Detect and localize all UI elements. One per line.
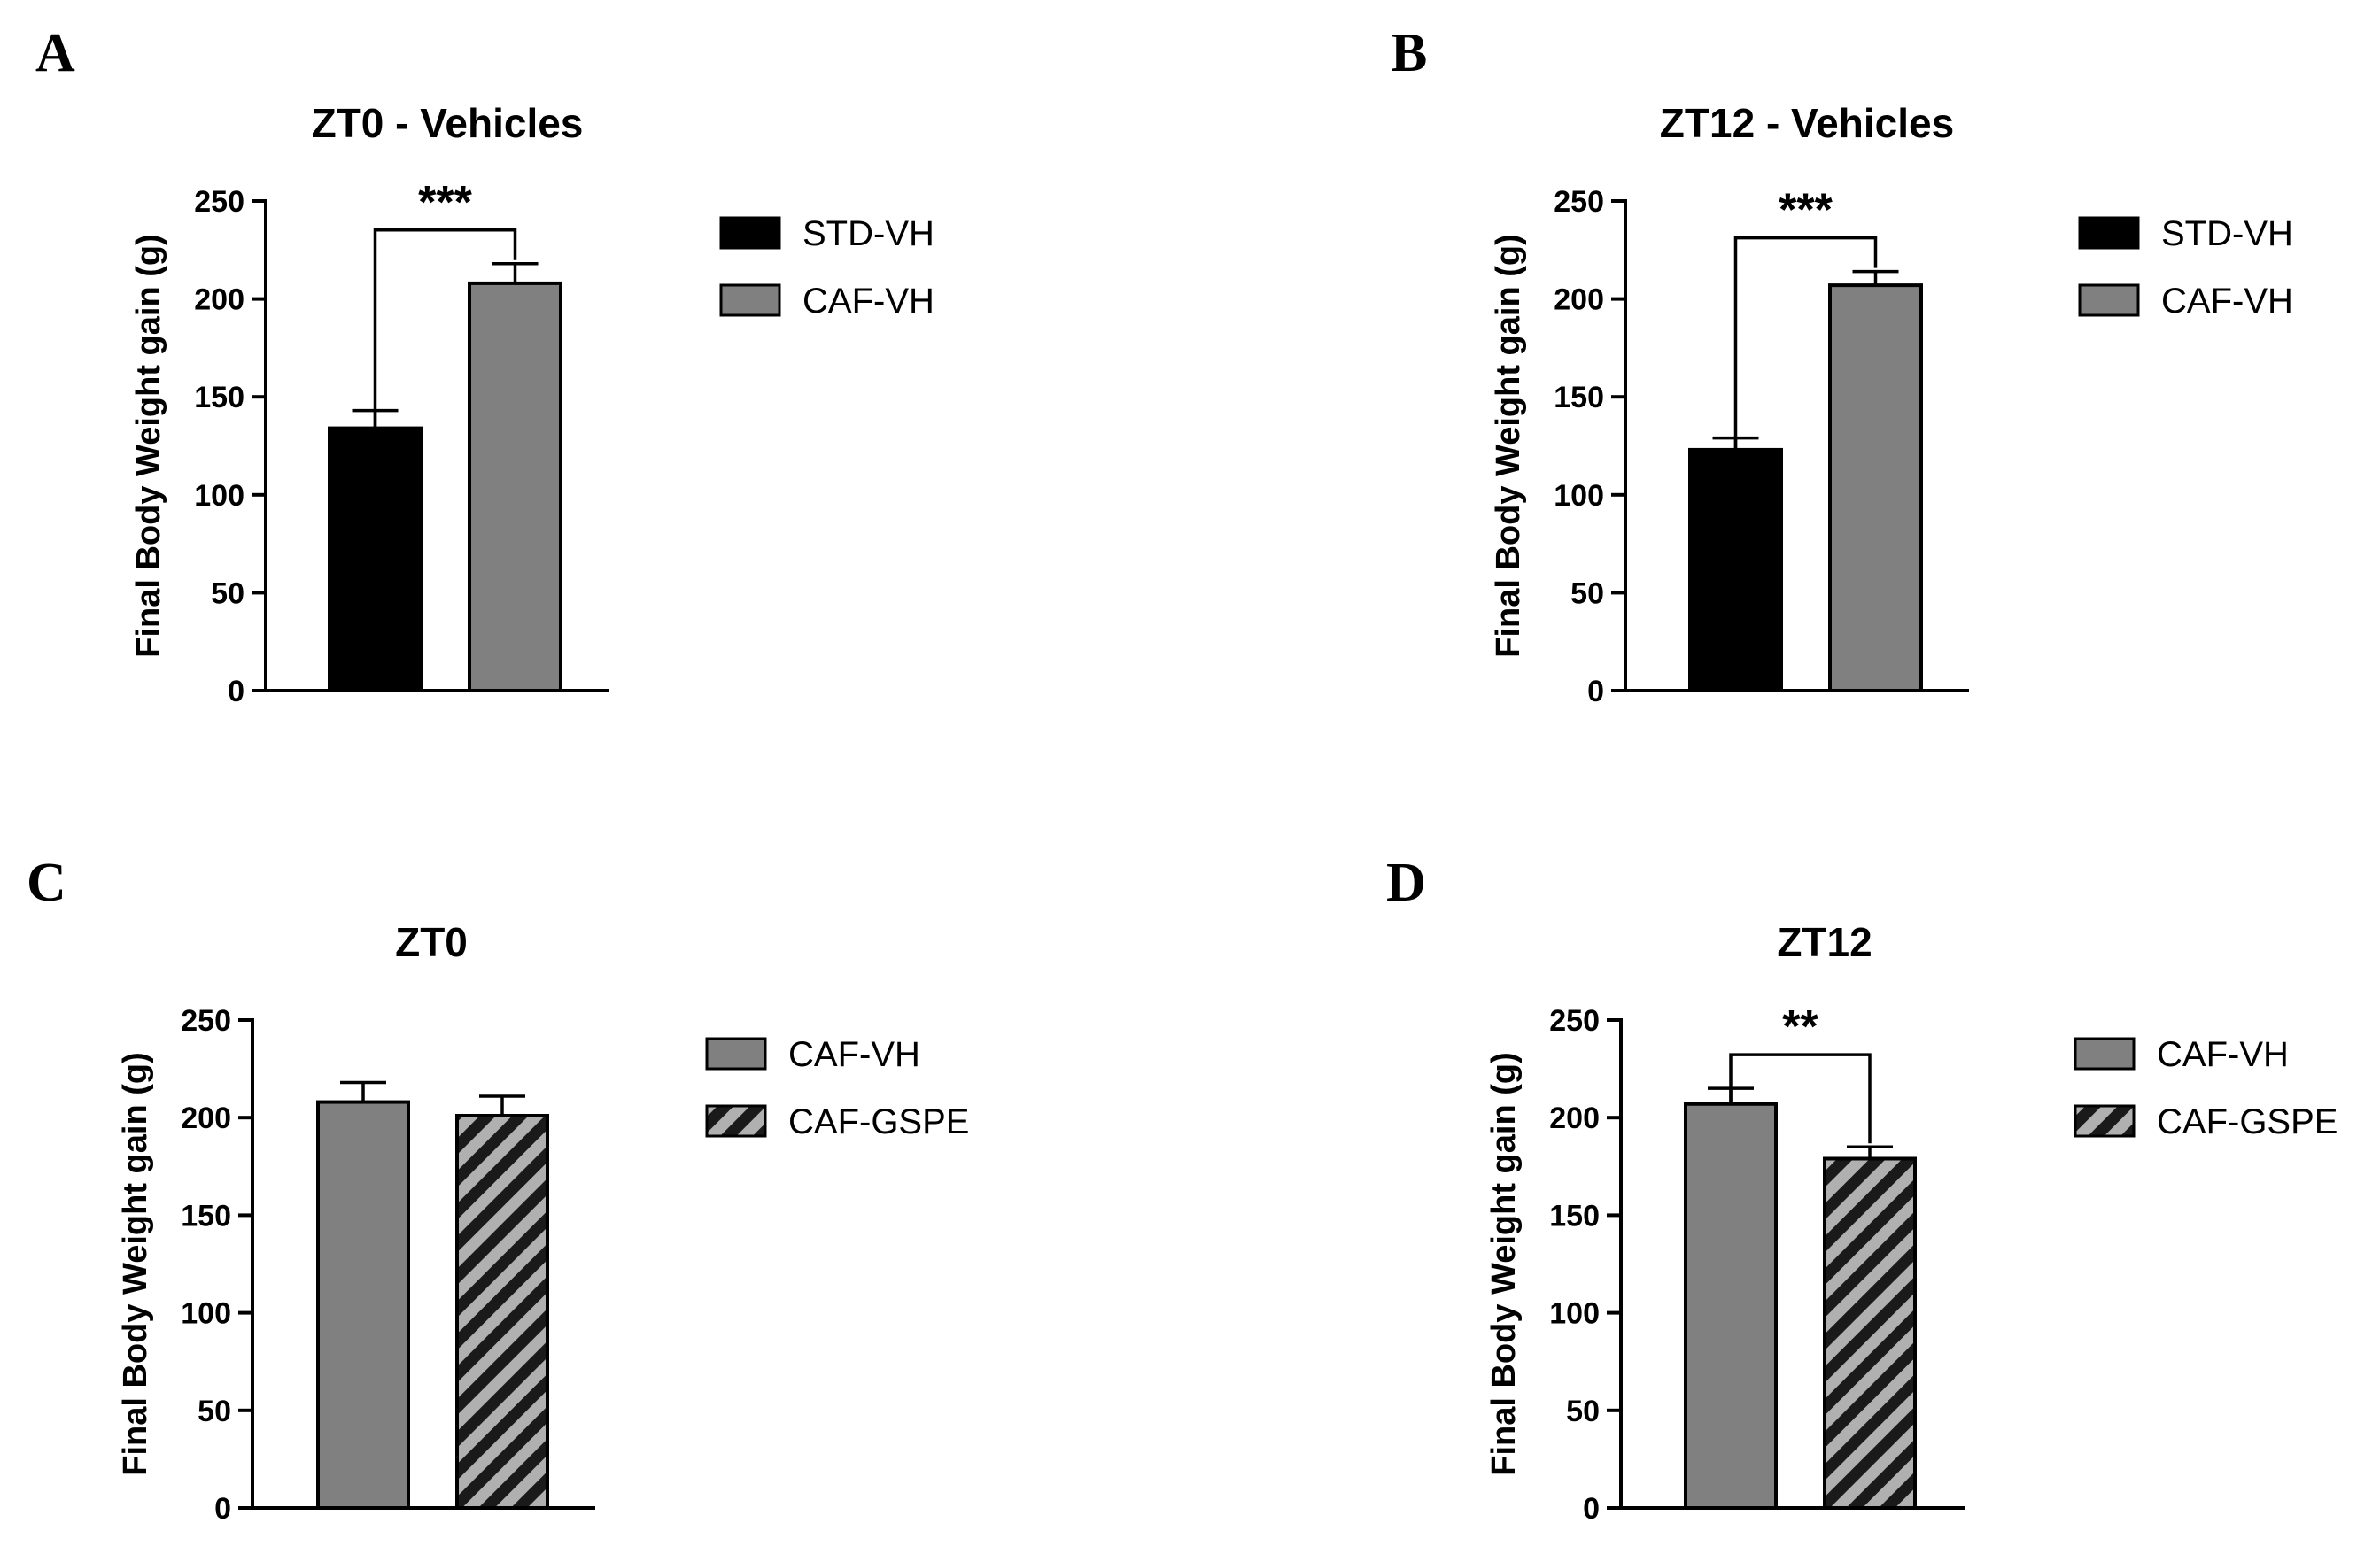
y-axis-label: Final Body Weight gain (g) — [1490, 234, 1527, 658]
y-tick-label: 250 — [1554, 185, 1604, 219]
legend-swatch — [2078, 283, 2140, 317]
bar-caf-gspe — [1823, 1156, 1917, 1510]
legend-swatch — [719, 216, 781, 250]
y-axis-label: Final Body Weight gain (g) — [1485, 1052, 1523, 1476]
bar-caf-vh — [1684, 1102, 1778, 1510]
legend-label: CAF-VH — [788, 1035, 920, 1074]
y-tick-label: 0 — [214, 1492, 231, 1526]
legend-swatch — [705, 1037, 767, 1071]
panel-b: B ZT12 - Vehicles Final Body Weight gain (… — [1391, 23, 2293, 708]
y-tick-label: 200 — [194, 283, 244, 317]
panel-letter: C — [27, 853, 66, 913]
bar-caf-gspe — [455, 1113, 549, 1510]
legend-label: STD-VH — [802, 214, 934, 253]
y-tick-label: 200 — [1554, 283, 1604, 317]
y-tick-label: 250 — [194, 185, 244, 219]
chart-title: ZT12 - Vehicles — [1660, 100, 1954, 146]
panel-c: C ZT0 Final Body Weight gain (g) 0 50 100 150 2… — [27, 853, 969, 1526]
y-tick-label: 100 — [1554, 479, 1604, 513]
panel-a: A ZT0 - Vehicles Final Body Weight gain (g… — [35, 23, 934, 708]
bar-std-vh — [1688, 447, 1783, 692]
y-tick-label: 0 — [1587, 675, 1604, 708]
y-tick-label: 150 — [1549, 1199, 1600, 1233]
significance-label: *** — [418, 177, 472, 228]
legend-swatch — [2074, 1037, 2136, 1071]
bar-caf-vh — [1828, 283, 1923, 692]
y-axis-label: Final Body Weight gain (g) — [117, 1052, 154, 1476]
panel-letter: D — [1386, 853, 1426, 913]
y-tick-label: 150 — [194, 381, 244, 414]
bar-caf-vh — [468, 281, 562, 692]
legend-swatch — [719, 283, 781, 317]
panel-letter: A — [35, 23, 75, 83]
significance-bracket — [1729, 1053, 1872, 1144]
legend-label: CAF-VH — [802, 282, 934, 321]
y-tick-label: 50 — [1570, 576, 1604, 610]
chart-title: ZT0 - Vehicles — [312, 100, 584, 146]
legend-label: CAF-GSPE — [2157, 1102, 2337, 1141]
y-tick-label: 250 — [1549, 1004, 1600, 1038]
significance-label: *** — [1779, 185, 1833, 236]
y-tick-label: 50 — [211, 576, 244, 610]
y-tick-label: 50 — [198, 1395, 231, 1428]
y-tick-label: 200 — [181, 1102, 231, 1135]
y-tick-label: 50 — [1566, 1395, 1600, 1428]
panel-letter: B — [1391, 23, 1427, 83]
y-tick-label: 150 — [181, 1199, 231, 1233]
legend-swatch — [2074, 1104, 2136, 1138]
legend-swatch — [2078, 216, 2140, 250]
legend-label: CAF-GSPE — [788, 1102, 969, 1141]
y-tick-label: 150 — [1554, 381, 1604, 414]
bar-std-vh — [328, 426, 423, 692]
panel-d: D ZT12 Final Body Weight gain (g) 0 50 100 150… — [1386, 853, 2337, 1526]
y-tick-label: 0 — [1583, 1492, 1600, 1526]
chart-title: ZT12 — [1777, 919, 1872, 965]
bar-caf-vh — [316, 1100, 410, 1510]
legend-swatch — [705, 1104, 767, 1138]
legend-label: CAF-VH — [2161, 282, 2293, 321]
significance-bracket — [1733, 236, 1878, 450]
y-tick-label: 100 — [1549, 1297, 1600, 1331]
y-tick-label: 200 — [1549, 1102, 1600, 1135]
significance-label: ** — [1782, 1001, 1818, 1053]
y-tick-label: 0 — [228, 675, 244, 708]
legend-label: CAF-VH — [2157, 1035, 2289, 1074]
legend-label: STD-VH — [2161, 214, 2293, 253]
y-tick-label: 250 — [181, 1004, 231, 1038]
significance-bracket — [373, 228, 517, 429]
y-axis-label: Final Body Weight gain (g) — [130, 234, 167, 658]
y-tick-label: 100 — [181, 1297, 231, 1331]
y-tick-label: 100 — [194, 479, 244, 513]
chart-title: ZT0 — [395, 919, 468, 965]
